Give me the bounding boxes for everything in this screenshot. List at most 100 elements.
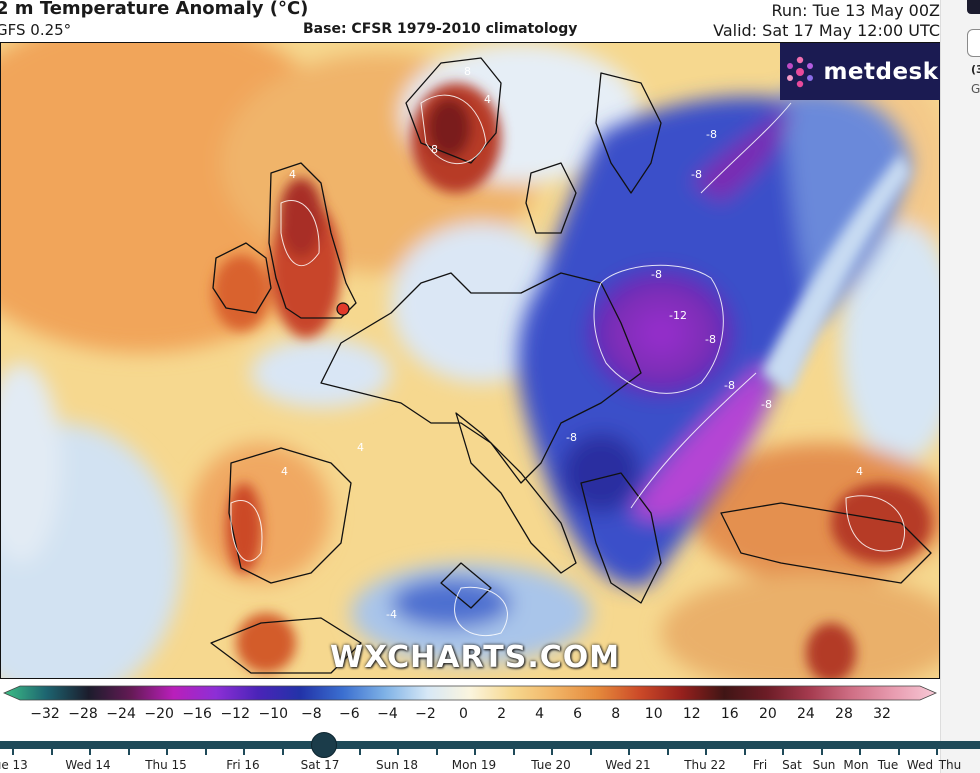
- timeline-tick: [282, 749, 284, 755]
- timeline-day-label[interactable]: Sat 17: [300, 758, 340, 772]
- timeline-tick: [474, 749, 476, 755]
- contour-label: -8: [651, 268, 662, 281]
- timeline-tick: [436, 749, 438, 755]
- contour-label: -4: [386, 608, 397, 621]
- color-scale-label: −6: [339, 706, 360, 722]
- timeline-tick: [705, 749, 707, 755]
- timeline-tick: [243, 749, 245, 755]
- map-canvas: [1, 43, 939, 678]
- metdesk-logo-icon: [787, 56, 814, 87]
- timeline-tick: [397, 749, 399, 755]
- timeline-tick: [128, 749, 130, 755]
- color-scale-label: 0: [459, 706, 468, 722]
- color-scale-label: −16: [182, 706, 212, 722]
- timeline-tick: [667, 749, 669, 755]
- color-scale-label: 24: [796, 706, 815, 722]
- color-scale-label: −8: [300, 706, 322, 722]
- color-scale-label: −12: [220, 706, 250, 722]
- timeline-day-label[interactable]: Fri: [752, 758, 768, 772]
- timeline-tick: [898, 749, 900, 755]
- location-marker: [336, 302, 350, 316]
- color-scale-label: −10: [258, 706, 289, 722]
- contour-label: 8: [464, 65, 471, 78]
- contour-label: -8: [761, 398, 772, 411]
- timeline-tick: [12, 749, 14, 755]
- color-scale-label: 6: [573, 706, 583, 722]
- valid-time: Valid: Sat 17 May 12:00 UTC: [713, 21, 940, 40]
- color-scale: [3, 685, 937, 701]
- side-panel-toggle[interactable]: [967, 29, 980, 57]
- color-scale-label: 28: [835, 706, 853, 722]
- timeline-day-label[interactable]: Mon: [843, 758, 869, 772]
- run-time: Run: Tue 13 May 00Z: [771, 1, 941, 20]
- timeline-tick: [551, 749, 553, 755]
- timeline-day-label[interactable]: Tue: [877, 758, 899, 772]
- metdesk-logo: metdesk: [780, 43, 940, 100]
- side-panel-text: (3: [971, 63, 980, 76]
- color-scale-label: 16: [720, 706, 739, 722]
- timeline-day-label[interactable]: Tue 20: [531, 758, 571, 772]
- contour-label: -8: [724, 379, 735, 392]
- color-scale-label: 32: [873, 706, 891, 722]
- color-scale-label: −28: [68, 706, 98, 722]
- timeline-day-label[interactable]: Sun 18: [376, 758, 418, 772]
- color-scale-label: 2: [497, 706, 506, 722]
- timeline-tick: [782, 749, 784, 755]
- side-panel-button[interactable]: [967, 0, 980, 14]
- color-scale-label: −4: [377, 706, 398, 722]
- timeline-tick: [51, 749, 53, 755]
- timeline-day-label[interactable]: Thu 22: [684, 758, 726, 772]
- contour-label: -8: [706, 128, 717, 141]
- contour-label: 4: [281, 465, 288, 478]
- contour-label: -8: [705, 333, 716, 346]
- timeline-tick: [205, 749, 207, 755]
- timeline-day-label[interactable]: Wed: [906, 758, 934, 772]
- side-panel: [940, 0, 980, 773]
- color-scale-label: 12: [682, 706, 701, 722]
- color-scale-label: −32: [30, 706, 60, 722]
- timeline-track[interactable]: [0, 741, 980, 749]
- timeline-day-label[interactable]: Tue 13: [0, 758, 28, 772]
- timeline-day-label[interactable]: Thu 15: [145, 758, 187, 772]
- timeline-tick: [590, 749, 592, 755]
- anomaly-map[interactable]: 8 4 8 4 -8 -8 -8 -12 -8 -8 -8 4 4 4 -4 -…: [0, 42, 940, 679]
- contour-label: 4: [289, 168, 296, 181]
- timeline-tick: [359, 749, 361, 755]
- color-scale-label: 8: [611, 706, 621, 722]
- color-scale-label: −24: [106, 706, 136, 722]
- color-scale-label: 20: [758, 706, 777, 722]
- timeline-tick: [89, 749, 91, 755]
- model-name: GFS 0.25°: [0, 21, 72, 39]
- logo-text: metdesk: [823, 58, 939, 85]
- timeline-day-label[interactable]: Fri 16: [226, 758, 260, 772]
- color-scale-label: −20: [144, 706, 174, 722]
- contour-label: 4: [856, 465, 863, 478]
- timeline-day-label[interactable]: Wed 14: [65, 758, 111, 772]
- timeline-tick: [859, 749, 861, 755]
- contour-label: -8: [566, 431, 577, 444]
- timeline-slider-handle[interactable]: [311, 732, 337, 758]
- contour-label: 4: [484, 93, 491, 106]
- side-panel-text: G: [971, 82, 980, 96]
- color-scale-label: −2: [415, 706, 436, 722]
- timeline-tick: [513, 749, 515, 755]
- timeline-day-label[interactable]: Sun: [812, 758, 836, 772]
- contour-label: 8: [431, 143, 438, 156]
- timeline-tick: [628, 749, 630, 755]
- timeline-tick: [936, 749, 938, 755]
- timeline-day-label[interactable]: Thu: [938, 758, 962, 772]
- chart-title: 2 m Temperature Anomaly (°C): [0, 0, 309, 19]
- contour-label: -12: [669, 309, 687, 322]
- contour-label: -8: [691, 168, 702, 181]
- timeline-day-label[interactable]: Sat: [782, 758, 802, 772]
- timeline-tick: [821, 749, 823, 755]
- contour-label: 4: [357, 441, 364, 454]
- timeline-tick: [744, 749, 746, 755]
- timeline-day-label[interactable]: Mon 19: [451, 758, 497, 772]
- timeline-day-label[interactable]: Wed 21: [605, 758, 651, 772]
- timeline-tick: [166, 749, 168, 755]
- base-climatology: Base: CFSR 1979-2010 climatology: [303, 21, 578, 37]
- watermark: WXCHARTS.COM: [330, 640, 621, 675]
- color-scale-label: 4: [535, 706, 545, 722]
- color-scale-label: 10: [644, 706, 663, 722]
